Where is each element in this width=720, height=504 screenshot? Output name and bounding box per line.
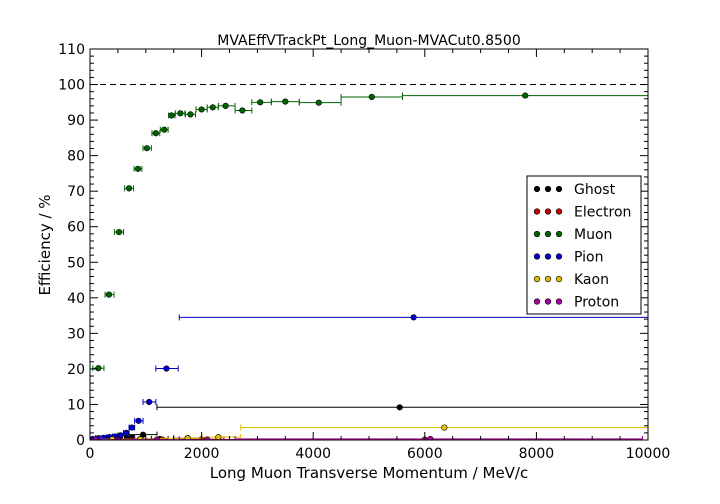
- y-tick-label: 50: [67, 255, 85, 271]
- legend-label: Proton: [574, 295, 619, 311]
- data-point: [257, 99, 264, 106]
- data-point: [282, 98, 289, 105]
- chart-title: MVAEffVTrackPt_Long_Muon-MVACut0.8500: [217, 33, 521, 49]
- legend-marker: [555, 298, 563, 305]
- x-tick-label: 4000: [295, 446, 331, 462]
- data-point: [198, 106, 205, 113]
- data-point: [396, 404, 403, 411]
- y-tick-label: 110: [58, 42, 85, 58]
- legend-marker: [533, 275, 541, 283]
- data-point: [161, 126, 168, 133]
- data-point: [239, 107, 246, 114]
- x-tick-label: 8000: [519, 446, 555, 462]
- legend-marker: [555, 253, 563, 260]
- y-axis-title: Efficiency / %: [36, 194, 54, 295]
- data-point: [135, 417, 142, 424]
- x-tick-label: 0: [86, 446, 95, 462]
- data-point: [315, 99, 322, 106]
- y-tick-label: 20: [67, 362, 85, 378]
- y-tick-label: 100: [58, 78, 85, 94]
- x-axis-title: Long Muon Transverse Momentum / MeV/c: [210, 464, 528, 482]
- data-point: [441, 424, 448, 431]
- legend-marker: [544, 298, 552, 305]
- legend-label: Electron: [574, 205, 631, 221]
- legend-marker: [544, 275, 552, 283]
- legend-box: [526, 175, 642, 315]
- x-tick-label: 2000: [184, 446, 220, 462]
- legend-marker: [555, 208, 563, 215]
- legend-marker: [533, 208, 541, 215]
- legend-marker: [544, 185, 552, 193]
- data-point: [184, 435, 191, 440]
- legend-marker: [544, 253, 552, 260]
- y-tick-label: 70: [67, 184, 85, 200]
- data-point: [125, 185, 133, 192]
- data-point: [95, 365, 102, 372]
- legend-label: Muon: [574, 227, 612, 243]
- data-point: [187, 111, 194, 118]
- y-tick-label: 30: [67, 326, 85, 342]
- legend-marker: [555, 230, 563, 238]
- data-point: [143, 145, 151, 152]
- legend-label: Kaon: [574, 272, 609, 288]
- legend-marker: [555, 275, 563, 283]
- data-point: [522, 92, 529, 99]
- data-point: [134, 165, 142, 172]
- data-point: [222, 102, 229, 109]
- y-tick-label: 90: [67, 113, 85, 129]
- legend-marker: [533, 298, 541, 305]
- legend: Ghost Electron Muon Pion Kaon Proton: [526, 175, 642, 315]
- data-point: [152, 130, 159, 137]
- x-tick-label: 10000: [626, 446, 671, 462]
- legend-label: Ghost: [574, 182, 616, 198]
- data-point: [128, 424, 135, 431]
- y-tick-label: 80: [67, 149, 85, 165]
- data-point: [368, 93, 375, 101]
- series-pion: [90, 314, 648, 440]
- legend-label: Pion: [574, 250, 603, 266]
- legend-item-proton: Proton: [533, 295, 619, 311]
- data-point: [209, 104, 216, 111]
- legend-marker: [533, 185, 541, 193]
- y-tick-label: 0: [76, 433, 85, 449]
- legend-marker: [544, 208, 552, 215]
- data-point: [177, 110, 184, 117]
- legend-marker: [533, 253, 541, 260]
- y-tick-label: 40: [67, 291, 85, 307]
- data-point: [123, 429, 130, 436]
- data-point: [427, 435, 434, 440]
- x-tick-label: 6000: [407, 446, 443, 462]
- legend-item-electron: Electron: [533, 205, 631, 221]
- legend-item-ghost: Ghost: [533, 182, 616, 198]
- legend-marker: [555, 185, 563, 193]
- data-point: [215, 434, 222, 440]
- data-point: [163, 365, 170, 372]
- y-tick-label: 10: [67, 397, 85, 413]
- y-tick-label: 60: [67, 220, 85, 236]
- legend-item-muon: Muon: [533, 227, 612, 243]
- legend-marker: [533, 230, 541, 238]
- data-point: [410, 314, 417, 321]
- data-point: [139, 431, 147, 438]
- legend-marker: [544, 230, 552, 238]
- series-proton: [90, 435, 643, 440]
- data-point: [146, 398, 153, 406]
- legend-item-kaon: Kaon: [533, 272, 609, 288]
- series-muon: [92, 92, 648, 372]
- legend-item-pion: Pion: [533, 250, 603, 266]
- data-point: [105, 291, 113, 298]
- data-point: [115, 228, 123, 236]
- data-point: [168, 112, 175, 119]
